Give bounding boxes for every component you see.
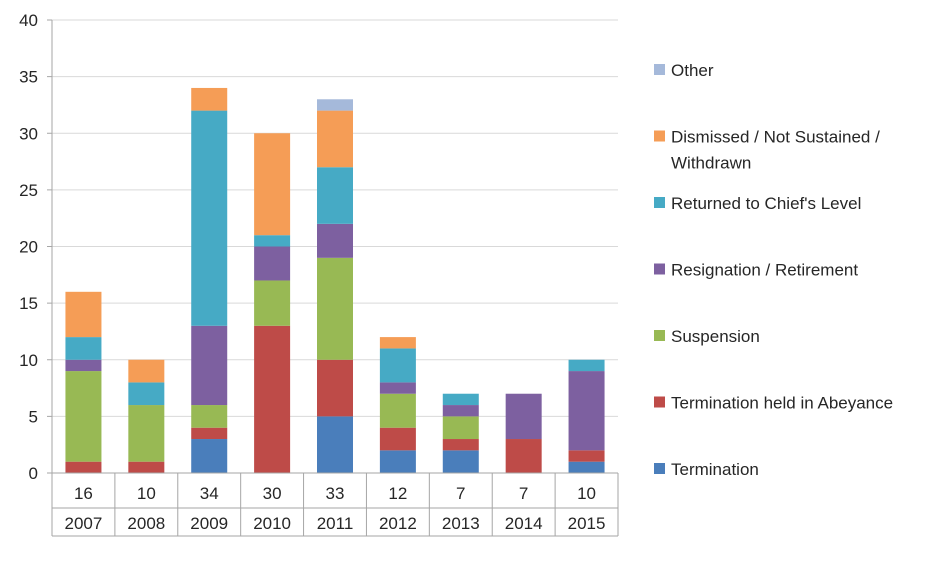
bar-segment: Resignation / Retirement 2012: 1 (379, 382, 416, 394)
category-label: 2010 (253, 514, 291, 533)
category-label: 2007 (65, 514, 103, 533)
bar-segment: Resignation / Retirement 2007: 1 (65, 359, 102, 372)
bar-segment: Termination held in Abeyance 2009: 1 (191, 427, 228, 440)
total-label: 30 (263, 484, 282, 503)
bar-segment: Suspension 2010: 4 (254, 280, 291, 326)
y-tick-label: 30 (19, 124, 38, 143)
category-label: 2009 (190, 514, 228, 533)
bar-segment: Resignation / Retirement 2015: 7 (568, 371, 605, 451)
category-label: 2011 (317, 514, 354, 533)
y-tick-label: 20 (19, 238, 38, 257)
y-tick-label: 35 (19, 68, 38, 87)
bar-segment: Resignation / Retirement 2013: 1 (442, 405, 479, 417)
legend-swatch (654, 64, 665, 75)
total-label: 16 (74, 484, 93, 503)
y-tick-label: 0 (29, 464, 38, 483)
bar-segment: Returned to Chief's Level 2015: 1 (568, 359, 605, 372)
bar-segment: Termination held in Abeyance 2008: 1 (128, 461, 165, 473)
bar-segment: Termination held in Abeyance 2012: 2 (379, 427, 416, 451)
bar-segment: Suspension 2011: 9 (317, 257, 353, 360)
bar-segment: Dismissed / Not Sustained / Withdrawn 20… (128, 359, 165, 383)
bar-segment: Suspension 2007: 8 (65, 371, 102, 462)
bar-segment: Dismissed / Not Sustained / Withdrawn 20… (317, 110, 353, 168)
bar-segment: Termination held in Abeyance 2014: 3 (505, 439, 542, 473)
legend-swatch (654, 130, 665, 142)
bar-segment: Suspension 2008: 5 (128, 405, 165, 462)
bar-segment: Returned to Chief's Level 2011: 5 (317, 167, 353, 224)
legend-label: Returned to Chief's Level (671, 194, 861, 213)
bar-segment: Other 2011: 1 (317, 99, 353, 111)
bar-segment: Returned to Chief's Level 2012: 3 (379, 348, 416, 383)
bar-segment: Termination held in Abeyance 2007: 1 (65, 461, 102, 473)
total-label: 10 (577, 484, 596, 503)
y-tick-label: 40 (19, 11, 38, 30)
bar-segment: Returned to Chief's Level 2013: 1 (442, 393, 479, 406)
category-label: 2012 (379, 514, 417, 533)
bar-segment: Resignation / Retirement 2011: 3 (317, 223, 353, 258)
bar-segment: Termination 2015: 1 (568, 461, 605, 473)
bar-segment: Returned to Chief's Level 2008: 2 (128, 382, 165, 406)
bar-segment: Suspension 2012: 3 (379, 393, 416, 428)
legend-label: Resignation / Retirement (671, 261, 858, 280)
legend-label: Suspension (671, 327, 760, 346)
bar-segment: Termination held in Abeyance 2015: 1 (568, 450, 605, 462)
category-label: 2015 (568, 514, 606, 533)
bar-segment: Returned to Chief's Level 2010: 1 (254, 235, 291, 247)
total-label: 33 (326, 484, 345, 503)
y-tick-label: 15 (19, 294, 38, 313)
category-label: 2013 (442, 514, 480, 533)
total-label: 7 (456, 484, 465, 503)
legend: Other Dismissed / Not Sustained / Withdraw… (654, 61, 893, 479)
bars: Termination held in Abeyance 2007: 1Susp… (65, 87, 605, 473)
bar-segment: Resignation / Retirement 2014: 4 (505, 393, 542, 440)
bar-segment: Dismissed / Not Sustained / Withdrawn 20… (254, 133, 291, 236)
bar-segment: Termination held in Abeyance 2010: 13 (254, 325, 291, 473)
bar-segment: Termination held in Abeyance 2013: 1 (442, 439, 479, 451)
y-tick-label: 10 (19, 351, 38, 370)
bar-segment: Suspension 2009: 2 (191, 405, 228, 428)
total-label: 7 (519, 484, 528, 503)
bar-segment: Suspension 2013: 2 (442, 416, 479, 440)
legend-label: Other (671, 61, 714, 80)
category-label: 2008 (127, 514, 165, 533)
total-label: 34 (200, 484, 219, 503)
bar-segment: Dismissed / Not Sustained / Withdrawn 20… (379, 337, 416, 349)
legend-label: Dismissed / Not Sustained / Withdrawn (671, 128, 880, 173)
bar-segment: Dismissed / Not Sustained / Withdrawn 20… (65, 291, 102, 338)
bar-segment: Resignation / Retirement 2010: 3 (254, 246, 291, 281)
legend-swatch (654, 396, 665, 408)
bar-segment: Termination held in Abeyance 2011: 5 (317, 359, 353, 417)
legend-label: Termination (671, 460, 759, 479)
bar-segment: Returned to Chief's Level 2007: 2 (65, 337, 102, 360)
legend-swatch (654, 330, 665, 341)
bar-segment: Resignation / Retirement 2009: 7 (191, 325, 228, 406)
category-label: 2014 (505, 514, 543, 533)
legend-swatch (654, 197, 665, 208)
legend-label: Termination held in Abeyance (671, 394, 893, 413)
legend-swatch (654, 263, 665, 275)
legend-swatch (654, 463, 665, 474)
y-tick-label: 25 (19, 181, 38, 200)
bar-segment: Returned to Chief's Level 2009: 19 (191, 110, 228, 326)
bar-segment: Termination 2009: 3 (191, 439, 228, 473)
data-table: 16 2007 10 2008 34 2009 30 2010 33 2011 12 2012 7 201… (51, 473, 619, 537)
total-label: 12 (388, 484, 407, 503)
bar-segment: Termination 2012: 2 (379, 450, 416, 473)
y-axis-ticks: 0 5 10 15 20 25 30 35 40 (19, 11, 52, 483)
axes (51, 20, 618, 474)
bar-segment: Dismissed / Not Sustained / Withdrawn 20… (191, 87, 228, 111)
total-label: 10 (137, 484, 156, 503)
bar-segment: Termination 2011: 5 (317, 416, 353, 473)
bar-segment: Termination 2013: 2 (442, 450, 479, 473)
y-tick-label: 5 (29, 407, 38, 426)
